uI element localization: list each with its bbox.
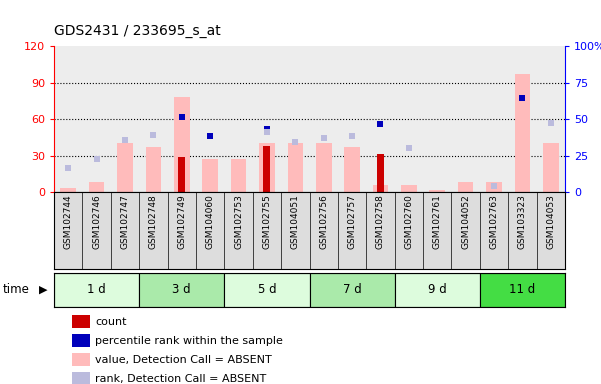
Text: GSM104051: GSM104051 [291, 194, 300, 249]
Bar [287, 143, 303, 192]
Text: GSM102748: GSM102748 [149, 194, 158, 249]
Text: 3 d: 3 d [172, 283, 191, 296]
Bar [111, 46, 139, 192]
Bar [145, 147, 161, 192]
Bar [168, 46, 196, 192]
Bar [139, 46, 168, 192]
Bar [253, 46, 281, 192]
Bar [316, 143, 332, 192]
Bar [543, 143, 558, 192]
Bar [451, 46, 480, 192]
Bar [395, 46, 423, 192]
Text: GSM104053: GSM104053 [546, 194, 555, 249]
Bar [224, 273, 310, 307]
Text: GSM102744: GSM102744 [64, 194, 73, 249]
Text: 1 d: 1 d [87, 283, 106, 296]
Text: 7 d: 7 d [343, 283, 361, 296]
Bar [72, 334, 90, 347]
Bar [537, 46, 565, 192]
Text: 5 d: 5 d [258, 283, 276, 296]
Bar [281, 46, 310, 192]
Bar [117, 143, 133, 192]
Text: GSM102755: GSM102755 [263, 194, 272, 249]
Bar [423, 46, 451, 192]
Text: 11 d: 11 d [509, 283, 535, 296]
Bar [514, 74, 530, 192]
Bar [486, 182, 502, 192]
Bar [72, 315, 90, 328]
Bar [174, 97, 189, 192]
Bar [196, 46, 224, 192]
Text: GSM102749: GSM102749 [177, 194, 186, 249]
Text: GSM102747: GSM102747 [121, 194, 130, 249]
Text: count: count [95, 317, 126, 327]
Text: GSM102758: GSM102758 [376, 194, 385, 249]
Bar [72, 372, 90, 384]
Text: GSM102753: GSM102753 [234, 194, 243, 249]
Text: rank, Detection Call = ABSENT: rank, Detection Call = ABSENT [95, 374, 266, 384]
Bar [61, 189, 76, 192]
Text: value, Detection Call = ABSENT: value, Detection Call = ABSENT [95, 355, 272, 365]
Text: GSM102756: GSM102756 [319, 194, 328, 249]
Text: GDS2431 / 233695_s_at: GDS2431 / 233695_s_at [54, 25, 221, 38]
Bar [139, 273, 224, 307]
Bar [263, 146, 270, 192]
Bar [377, 154, 384, 192]
Bar [178, 157, 185, 192]
Bar [259, 143, 275, 192]
Bar [508, 46, 537, 192]
Text: ▶: ▶ [39, 285, 47, 295]
Bar [458, 182, 474, 192]
Bar [373, 185, 388, 192]
Text: 9 d: 9 d [428, 283, 447, 296]
Text: percentile rank within the sample: percentile rank within the sample [95, 336, 283, 346]
Text: GSM104060: GSM104060 [206, 194, 215, 249]
Text: GSM102746: GSM102746 [92, 194, 101, 249]
Text: time: time [3, 283, 30, 296]
Text: GSM102757: GSM102757 [347, 194, 356, 249]
Text: GSM102763: GSM102763 [489, 194, 498, 249]
Bar [480, 46, 508, 192]
Bar [366, 46, 395, 192]
Bar [310, 273, 395, 307]
Bar [231, 159, 246, 192]
Text: GSM102761: GSM102761 [433, 194, 442, 249]
Bar [338, 46, 366, 192]
Text: GSM104052: GSM104052 [461, 194, 470, 249]
Bar [395, 273, 480, 307]
Bar [430, 190, 445, 192]
Bar [54, 46, 82, 192]
Bar [203, 159, 218, 192]
Bar [401, 185, 416, 192]
Bar [89, 182, 105, 192]
Bar [310, 46, 338, 192]
Bar [72, 353, 90, 366]
Bar [480, 273, 565, 307]
Bar [54, 273, 139, 307]
Bar [224, 46, 253, 192]
Bar [344, 147, 360, 192]
Text: GSM103323: GSM103323 [518, 194, 527, 249]
Bar [82, 46, 111, 192]
Text: GSM102760: GSM102760 [404, 194, 413, 249]
